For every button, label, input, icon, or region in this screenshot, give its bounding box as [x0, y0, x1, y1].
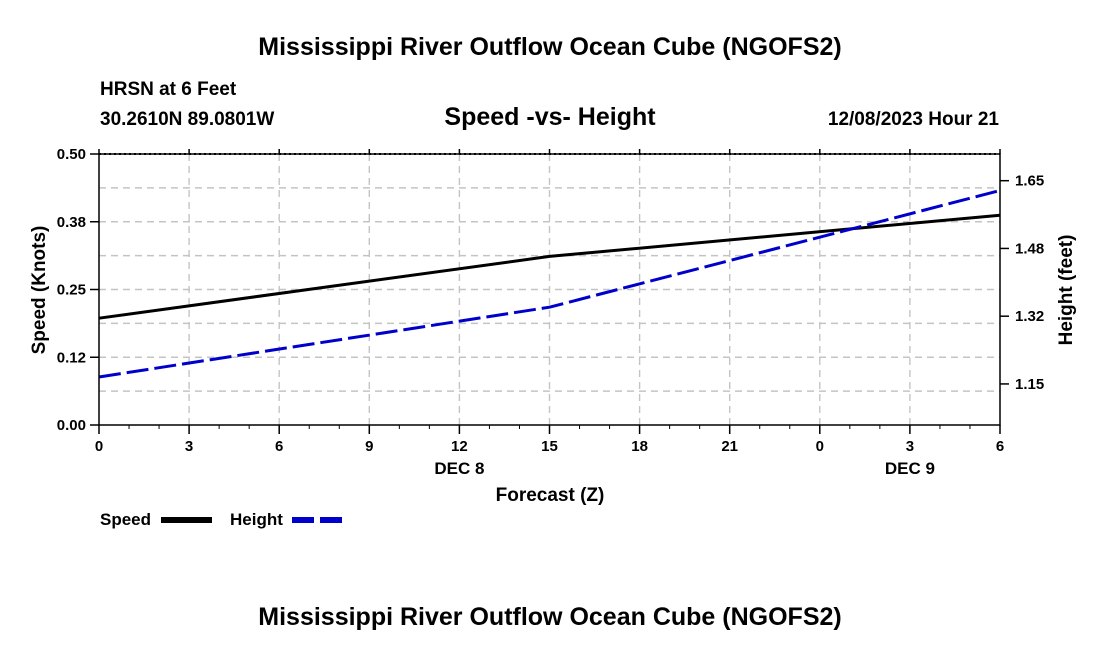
- chart-subtitle: Speed -vs- Height: [444, 103, 656, 131]
- y-tick-label: 0.00: [57, 417, 86, 434]
- x-tick-label: 9: [365, 438, 373, 455]
- legend-label-speed: Speed: [100, 510, 151, 529]
- y-tick-label: 0.50: [57, 146, 86, 163]
- grid: [99, 154, 1000, 425]
- x-axis-label: Forecast (Z): [496, 485, 605, 506]
- y-tick-label: 0.12: [57, 349, 86, 366]
- axes: 0 3 6 9 12 15 18 21 0 3 6 DEC 8 DEC 9 0.00 0.12 0.25 0.3…: [57, 146, 1044, 478]
- x-tick-label: 3: [906, 438, 914, 455]
- y2-tick-label: 1.32: [1015, 308, 1044, 325]
- x-tick-label: 6: [275, 438, 283, 455]
- date-label: DEC 9: [885, 459, 935, 478]
- x-tick-label: 18: [631, 438, 648, 455]
- y2-axis-label: Height (feet): [1056, 235, 1077, 346]
- y2-tick-label: 1.48: [1015, 240, 1044, 257]
- x-tick-label: 0: [816, 438, 824, 455]
- station-label: HRSN at 6 Feet: [100, 79, 237, 100]
- x-tick-label: 0: [95, 438, 103, 455]
- location-label: 30.2610N 89.0801W: [100, 109, 274, 130]
- x-tick-label: 15: [541, 438, 558, 455]
- x-tick-label: 6: [996, 438, 1004, 455]
- x-tick-label: 21: [721, 438, 738, 455]
- y-axis-label: Speed (Knots): [29, 226, 50, 355]
- x-tick-label: 12: [451, 438, 468, 455]
- x-tick-label: 3: [185, 438, 193, 455]
- y2-tick-label: 1.65: [1015, 173, 1044, 190]
- y2-tick-label: 1.15: [1015, 376, 1044, 393]
- datetime-label: 12/08/2023 Hour 21: [828, 109, 1000, 130]
- y-tick-label: 0.25: [57, 282, 86, 299]
- date-label: DEC 8: [434, 459, 484, 478]
- footer-title: Mississippi River Outflow Ocean Cube (NG…: [258, 603, 841, 631]
- series-layer: [98, 189, 1001, 379]
- chart-title: Mississippi River Outflow Ocean Cube (NG…: [258, 33, 841, 61]
- y-tick-label: 0.38: [57, 214, 86, 231]
- series-line-height: [98, 189, 1001, 379]
- legend: Speed Height: [100, 510, 343, 529]
- legend-label-height: Height: [230, 510, 283, 529]
